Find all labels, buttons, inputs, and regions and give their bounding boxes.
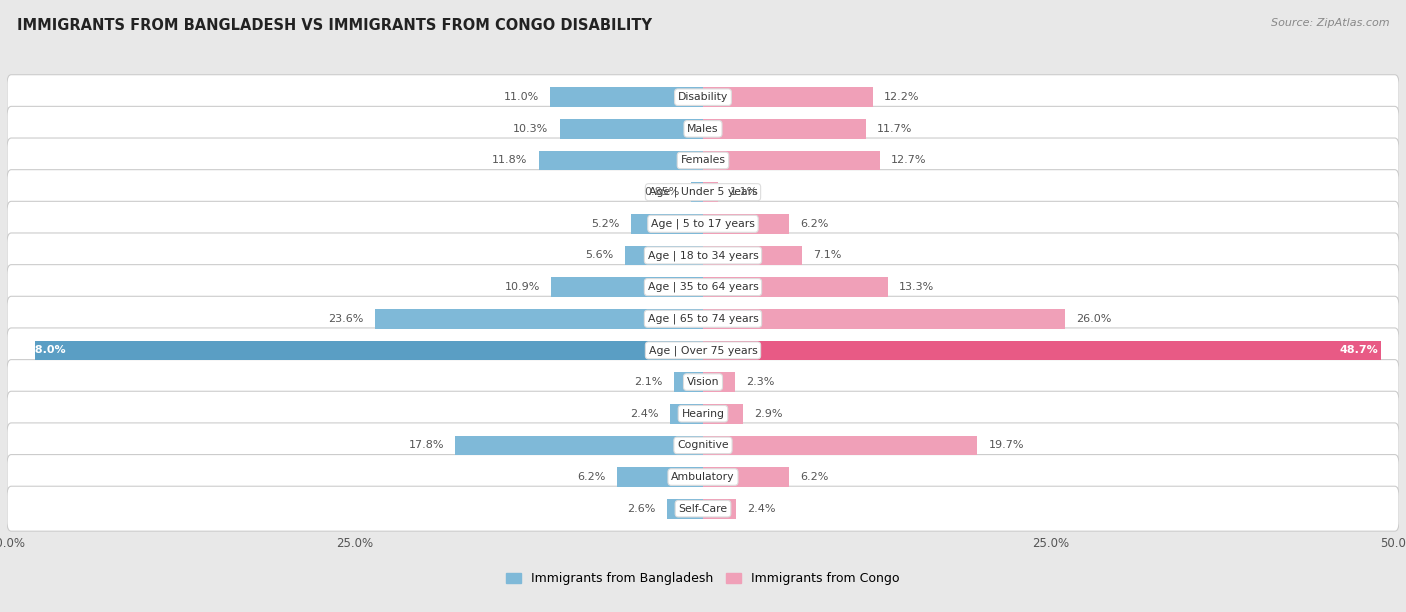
Text: 48.0%: 48.0% (28, 345, 66, 356)
Bar (538, 151, 703, 170)
FancyBboxPatch shape (7, 455, 1399, 499)
Text: 6.2%: 6.2% (800, 472, 828, 482)
Bar (666, 499, 703, 518)
Text: 10.3%: 10.3% (513, 124, 548, 134)
Text: Vision: Vision (686, 377, 720, 387)
Text: 2.1%: 2.1% (634, 377, 662, 387)
Text: Cognitive: Cognitive (678, 441, 728, 450)
Text: 23.6%: 23.6% (328, 314, 363, 324)
Text: 48.7%: 48.7% (1340, 345, 1378, 356)
Text: 0.85%: 0.85% (645, 187, 681, 197)
Bar (703, 214, 789, 234)
Bar (703, 88, 873, 107)
Text: Age | 5 to 17 years: Age | 5 to 17 years (651, 218, 755, 229)
Text: 2.4%: 2.4% (748, 504, 776, 513)
Bar (703, 436, 977, 455)
FancyBboxPatch shape (7, 170, 1399, 215)
Text: 10.9%: 10.9% (505, 282, 540, 292)
Text: 6.2%: 6.2% (800, 219, 828, 229)
Bar (703, 182, 718, 202)
Bar (669, 404, 703, 424)
Bar (456, 436, 703, 455)
Text: Disability: Disability (678, 92, 728, 102)
Bar (692, 182, 703, 202)
Text: 6.2%: 6.2% (578, 472, 606, 482)
FancyBboxPatch shape (7, 201, 1399, 246)
Text: 26.0%: 26.0% (1076, 314, 1111, 324)
Text: Age | 65 to 74 years: Age | 65 to 74 years (648, 313, 758, 324)
Bar (703, 151, 880, 170)
Text: Age | Under 5 years: Age | Under 5 years (648, 187, 758, 198)
Bar (703, 245, 801, 265)
Text: 19.7%: 19.7% (988, 441, 1024, 450)
FancyBboxPatch shape (7, 264, 1399, 310)
Bar (673, 372, 703, 392)
Bar (626, 245, 703, 265)
FancyBboxPatch shape (7, 106, 1399, 151)
Bar (550, 88, 703, 107)
Text: Self-Care: Self-Care (679, 504, 727, 513)
FancyBboxPatch shape (7, 391, 1399, 436)
Text: 2.9%: 2.9% (755, 409, 783, 419)
Bar (560, 119, 703, 139)
Text: Age | 18 to 34 years: Age | 18 to 34 years (648, 250, 758, 261)
Bar (703, 341, 1381, 360)
Bar (703, 309, 1064, 329)
Text: Ambulatory: Ambulatory (671, 472, 735, 482)
Text: 17.8%: 17.8% (409, 441, 444, 450)
FancyBboxPatch shape (7, 75, 1399, 120)
Text: 11.0%: 11.0% (503, 92, 538, 102)
Text: 1.1%: 1.1% (730, 187, 758, 197)
Text: 11.8%: 11.8% (492, 155, 527, 165)
Text: Source: ZipAtlas.com: Source: ZipAtlas.com (1271, 18, 1389, 28)
Text: 5.2%: 5.2% (591, 219, 620, 229)
Text: Females: Females (681, 155, 725, 165)
Bar (703, 277, 889, 297)
FancyBboxPatch shape (7, 423, 1399, 468)
Text: IMMIGRANTS FROM BANGLADESH VS IMMIGRANTS FROM CONGO DISABILITY: IMMIGRANTS FROM BANGLADESH VS IMMIGRANTS… (17, 18, 652, 34)
Bar (551, 277, 703, 297)
Bar (703, 119, 866, 139)
Bar (703, 372, 735, 392)
Bar (374, 309, 703, 329)
Text: 2.3%: 2.3% (747, 377, 775, 387)
FancyBboxPatch shape (7, 360, 1399, 405)
Bar (35, 341, 703, 360)
FancyBboxPatch shape (7, 233, 1399, 278)
Text: Hearing: Hearing (682, 409, 724, 419)
FancyBboxPatch shape (7, 328, 1399, 373)
FancyBboxPatch shape (7, 296, 1399, 341)
Text: 2.6%: 2.6% (627, 504, 655, 513)
Bar (617, 467, 703, 487)
Text: 5.6%: 5.6% (586, 250, 614, 261)
Legend: Immigrants from Bangladesh, Immigrants from Congo: Immigrants from Bangladesh, Immigrants f… (502, 567, 904, 591)
FancyBboxPatch shape (7, 138, 1399, 183)
Text: Males: Males (688, 124, 718, 134)
FancyBboxPatch shape (7, 486, 1399, 531)
Bar (703, 499, 737, 518)
Text: 13.3%: 13.3% (900, 282, 935, 292)
Text: Age | Over 75 years: Age | Over 75 years (648, 345, 758, 356)
Text: Age | 35 to 64 years: Age | 35 to 64 years (648, 282, 758, 293)
Text: 2.4%: 2.4% (630, 409, 658, 419)
Text: 12.7%: 12.7% (891, 155, 927, 165)
Text: 12.2%: 12.2% (884, 92, 920, 102)
Bar (631, 214, 703, 234)
Text: 7.1%: 7.1% (813, 250, 841, 261)
Text: 11.7%: 11.7% (877, 124, 912, 134)
Bar (703, 404, 744, 424)
Bar (703, 467, 789, 487)
